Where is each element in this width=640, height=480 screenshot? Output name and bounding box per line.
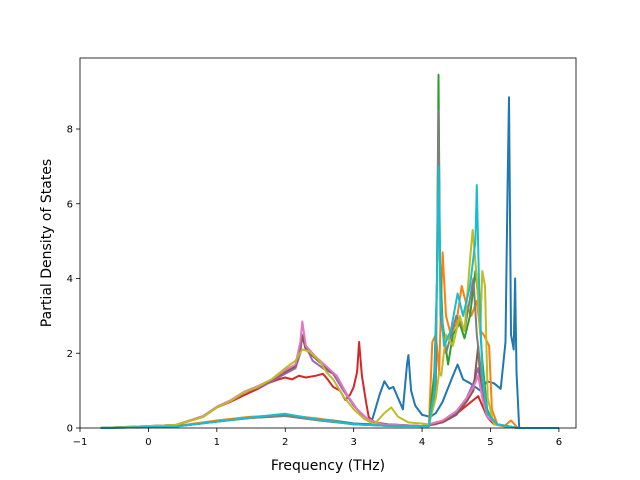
x-tick-label: 5 [487,437,493,448]
y-tick-label: 0 [67,424,73,435]
x-tick-label: −1 [73,437,88,448]
y-axis-ticks: 0 2 4 6 8 [67,125,80,435]
plot-area [80,58,576,428]
x-tick-label: 4 [419,437,425,448]
x-tick-label: 6 [556,437,562,448]
x-tick-label: 2 [282,437,288,448]
y-tick-label: 2 [67,349,73,360]
x-axis-ticks: −1 0 1 2 3 4 5 6 [73,428,562,448]
series-line-8 [100,228,559,429]
x-tick-label: 3 [350,437,356,448]
x-tick-label: 1 [214,437,220,448]
y-tick-label: 8 [67,125,73,136]
y-tick-label: 6 [67,199,73,210]
plot-frame [79,57,577,429]
series-line-9 [100,165,559,429]
x-axis-title: Frequency (THz) [271,458,385,474]
x-tick-label: 0 [145,437,151,448]
y-axis-title: Partial Density of States [39,159,55,327]
series-layer [100,73,559,429]
y-tick-label: 4 [67,274,73,285]
